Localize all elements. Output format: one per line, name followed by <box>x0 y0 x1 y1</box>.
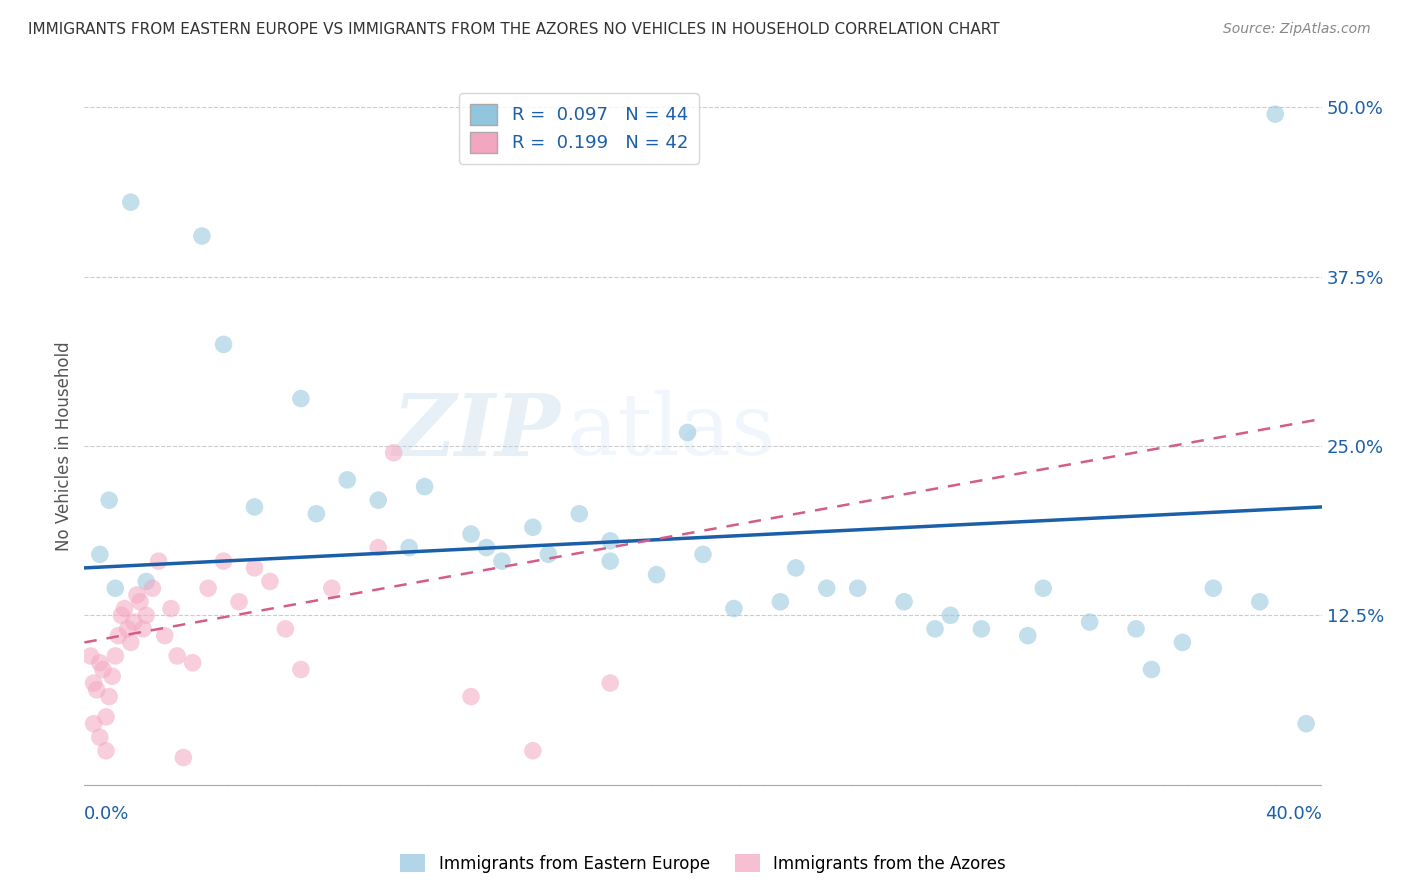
Point <box>815 581 838 595</box>
Point <box>191 229 214 244</box>
Point <box>172 750 194 764</box>
Point <box>1078 615 1101 629</box>
Point <box>135 608 157 623</box>
Point <box>83 716 105 731</box>
Point <box>94 710 117 724</box>
Point <box>1202 581 1225 595</box>
Point <box>110 608 132 623</box>
Point <box>135 574 157 589</box>
Point <box>522 520 544 534</box>
Point <box>460 690 482 704</box>
Point <box>83 676 105 690</box>
Point <box>197 581 219 595</box>
Point <box>924 622 946 636</box>
Point <box>98 493 121 508</box>
Point <box>104 648 127 663</box>
Legend: R =  0.097   N = 44, R =  0.199   N = 42: R = 0.097 N = 44, R = 0.199 N = 42 <box>460 93 699 163</box>
Point <box>243 561 266 575</box>
Point <box>290 663 312 677</box>
Point <box>98 690 121 704</box>
Point <box>970 622 993 636</box>
Point <box>645 567 668 582</box>
Point <box>107 629 129 643</box>
Point <box>290 392 312 406</box>
Point <box>568 507 591 521</box>
Point <box>1125 622 1147 636</box>
Point <box>893 595 915 609</box>
Point <box>274 622 297 636</box>
Point <box>212 554 235 568</box>
Point <box>259 574 281 589</box>
Point <box>460 527 482 541</box>
Point <box>86 682 108 697</box>
Legend: Immigrants from Eastern Europe, Immigrants from the Azores: Immigrants from Eastern Europe, Immigran… <box>394 847 1012 880</box>
Point <box>367 541 389 555</box>
Point <box>181 656 204 670</box>
Point <box>491 554 513 568</box>
Text: atlas: atlas <box>567 390 776 473</box>
Point <box>122 615 145 629</box>
Point <box>89 547 111 561</box>
Point <box>160 601 183 615</box>
Y-axis label: No Vehicles in Household: No Vehicles in Household <box>55 341 73 551</box>
Point <box>723 601 745 615</box>
Point <box>692 547 714 561</box>
Point <box>148 554 170 568</box>
Point <box>228 595 250 609</box>
Point <box>212 337 235 351</box>
Point <box>522 744 544 758</box>
Point <box>769 595 792 609</box>
Point <box>1017 629 1039 643</box>
Point <box>676 425 699 440</box>
Point <box>939 608 962 623</box>
Point <box>94 744 117 758</box>
Point <box>1171 635 1194 649</box>
Point <box>1249 595 1271 609</box>
Point <box>599 676 621 690</box>
Point <box>91 663 114 677</box>
Point <box>166 648 188 663</box>
Point <box>336 473 359 487</box>
Point <box>125 588 148 602</box>
Point <box>120 635 142 649</box>
Point <box>599 554 621 568</box>
Point <box>141 581 163 595</box>
Point <box>367 493 389 508</box>
Point <box>104 581 127 595</box>
Point <box>475 541 498 555</box>
Point <box>537 547 560 561</box>
Text: IMMIGRANTS FROM EASTERN EUROPE VS IMMIGRANTS FROM THE AZORES NO VEHICLES IN HOUS: IMMIGRANTS FROM EASTERN EUROPE VS IMMIGR… <box>28 22 1000 37</box>
Point <box>1140 663 1163 677</box>
Point <box>1295 716 1317 731</box>
Point <box>846 581 869 595</box>
Point <box>153 629 176 643</box>
Point <box>398 541 420 555</box>
Text: Source: ZipAtlas.com: Source: ZipAtlas.com <box>1223 22 1371 37</box>
Point <box>382 446 405 460</box>
Point <box>1264 107 1286 121</box>
Point <box>114 601 136 615</box>
Point <box>785 561 807 575</box>
Point <box>132 622 155 636</box>
Point <box>89 656 111 670</box>
Point <box>1032 581 1054 595</box>
Point <box>129 595 152 609</box>
Point <box>120 195 142 210</box>
Point <box>321 581 343 595</box>
Point <box>89 730 111 744</box>
Point <box>101 669 124 683</box>
Text: 40.0%: 40.0% <box>1265 805 1322 823</box>
Text: 0.0%: 0.0% <box>84 805 129 823</box>
Text: ZIP: ZIP <box>392 390 561 473</box>
Point <box>599 533 621 548</box>
Point <box>117 622 139 636</box>
Point <box>243 500 266 514</box>
Point <box>79 648 101 663</box>
Point <box>305 507 328 521</box>
Point <box>413 480 436 494</box>
